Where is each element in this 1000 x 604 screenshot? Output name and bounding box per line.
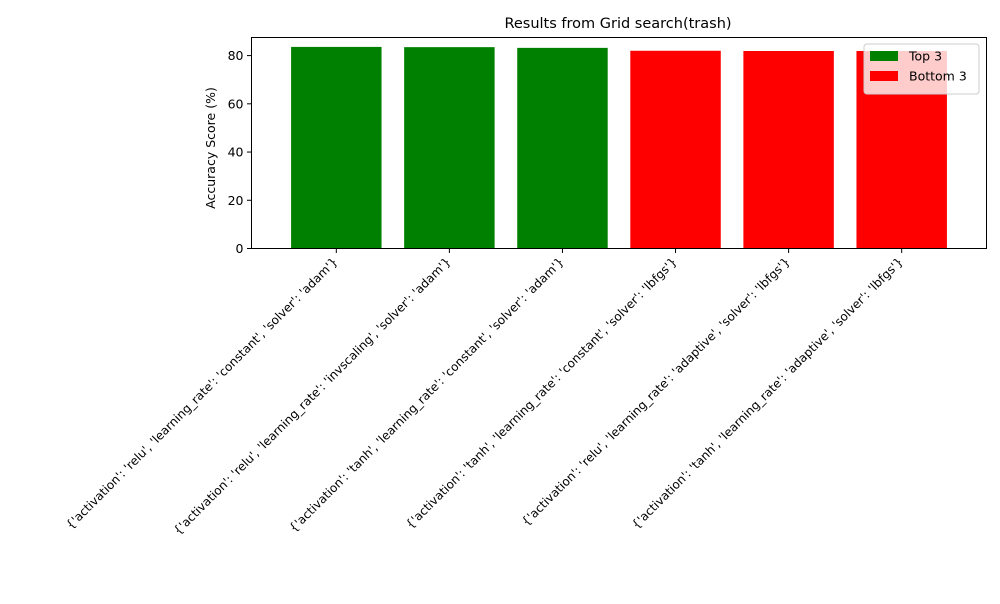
bar-1	[291, 46, 382, 249]
bar-4	[630, 50, 721, 249]
plot-frame	[251, 37, 987, 249]
legend-swatch-top	[870, 51, 898, 61]
x-tick-label: {'activation': 'tanh', 'learning_rate': …	[286, 255, 566, 535]
x-axis-ticks: {'activation': 'relu', 'learning_rate': …	[63, 248, 906, 538]
x-tick-label: {'activation': 'tanh', 'learning_rate': …	[629, 255, 906, 532]
legend-label-bottom: Bottom 3	[909, 69, 967, 84]
bar-5	[743, 51, 834, 249]
bar-2	[404, 47, 495, 249]
y-tick-label: 60	[228, 96, 244, 111]
y-axis-ticks: 0 20 40 60 80	[228, 48, 252, 256]
y-tick-label: 0	[236, 241, 244, 256]
chart-title: Results from Grid search(trash)	[504, 16, 731, 32]
legend-label-top: Top 3	[908, 49, 942, 64]
y-tick-label: 20	[228, 193, 244, 208]
x-tick-label: {'activation': 'relu', 'learning_rate': …	[171, 255, 454, 538]
x-tick-label: {'activation': 'relu', 'learning_rate': …	[519, 255, 793, 529]
y-tick-label: 80	[228, 48, 244, 63]
bar-3	[517, 47, 608, 249]
legend: Top 3 Bottom 3	[863, 43, 980, 95]
legend-swatch-bottom	[870, 71, 898, 81]
x-tick-label: {'activation': 'tanh', 'learning_rate': …	[403, 255, 680, 532]
x-tick-label: {'activation': 'relu', 'learning_rate': …	[63, 255, 340, 532]
y-axis-label: Accuracy Score (%)	[203, 87, 218, 209]
y-tick-label: 40	[228, 145, 244, 160]
bars-group	[291, 46, 947, 249]
